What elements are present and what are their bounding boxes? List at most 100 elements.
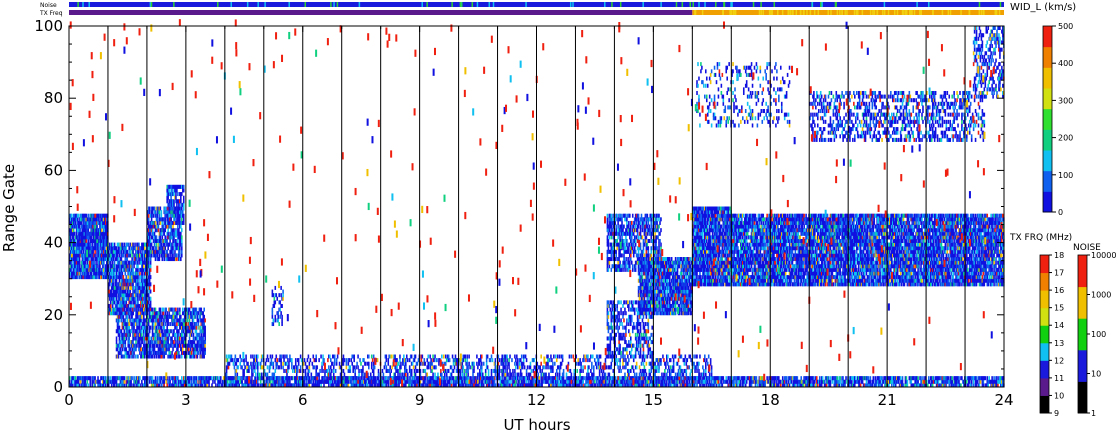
scatter-cell [655, 260, 657, 265]
scatter-cell [632, 220, 635, 225]
scatter-cell [175, 184, 177, 189]
scatter-cell [660, 307, 662, 312]
scatter-cell [623, 318, 625, 323]
scatter-cell [606, 224, 609, 229]
scatter-cell [687, 311, 690, 316]
scatter-cell [606, 249, 609, 254]
scatter-cell [112, 257, 115, 262]
scatter-cell [658, 260, 660, 265]
scatter-cell [179, 217, 181, 222]
scatter-cell [148, 257, 151, 262]
scatter-cell [639, 282, 642, 287]
scatter-cell [187, 322, 190, 327]
scatter-cell [132, 249, 134, 254]
scatter-cell [656, 228, 658, 233]
scatter-cell [609, 220, 612, 225]
scatter-cell [618, 300, 620, 305]
scatter-cell [88, 275, 91, 280]
scatter-cell [694, 260, 696, 265]
scatter-cell [166, 184, 168, 189]
scatter-cell [271, 289, 274, 294]
scatter-cell [103, 246, 105, 251]
txfreq-bar-tick [908, 10, 911, 15]
scatter-cell [656, 257, 658, 262]
scatter-cell [168, 354, 170, 359]
scatter-cell [174, 231, 176, 236]
scatter-cell [705, 238, 708, 243]
scatter-cell [128, 293, 130, 298]
scatter-cell [696, 249, 698, 254]
scatter-cell [86, 224, 89, 229]
scatter-cell [616, 303, 618, 308]
scatter-cell [622, 332, 624, 337]
scatter-cell [640, 303, 643, 308]
scatter-cell [99, 224, 101, 229]
scatter-cell [99, 213, 101, 218]
scatter-cell [612, 314, 615, 319]
scatter-cell [659, 293, 661, 298]
txfreq-bar-tick [932, 10, 934, 15]
scatter-cell [619, 264, 621, 269]
scatter-cell [688, 282, 691, 287]
scatter-cell [169, 217, 171, 222]
scatter-cell [681, 260, 684, 265]
scatter-cell [623, 249, 625, 254]
noise-bar-tick [681, 2, 684, 7]
scatter-cell [673, 307, 676, 312]
scatter-cell [197, 318, 200, 323]
scatter-cell [618, 253, 620, 258]
scatter-cell [177, 220, 179, 225]
scatter-cell [655, 224, 657, 229]
scatter-cell [662, 296, 664, 301]
scatter-cell [128, 271, 130, 276]
scatter-cell [683, 307, 686, 312]
scatter-cell [639, 285, 642, 290]
scatter-cell [180, 210, 182, 215]
scatter-cell [131, 347, 133, 352]
scatter-cell [710, 278, 713, 283]
scatter-cell [704, 257, 707, 262]
noise-bar-tick [426, 2, 428, 7]
scatter-cell [69, 213, 72, 218]
scatter-cell [131, 264, 133, 269]
scatter-cell [82, 242, 85, 247]
scatter-cell [634, 228, 637, 233]
scatter-cell [167, 217, 169, 222]
scatter-cell [672, 271, 675, 276]
scatter-cell [83, 235, 86, 240]
scatter-cell [101, 257, 103, 262]
scatter-cell [668, 300, 671, 305]
scatter-cell [103, 257, 105, 262]
scatter-cell [122, 267, 125, 272]
scatter-cell [654, 228, 656, 233]
scatter-cell [622, 314, 624, 319]
scatter-cell [709, 217, 712, 222]
scatter-cell [103, 253, 105, 258]
scatter-cell [181, 322, 183, 327]
scatter-cell [178, 253, 180, 258]
scatter-cell [97, 231, 99, 236]
scatter-cell [116, 285, 119, 290]
scatter-cell [165, 343, 167, 348]
scatter-cell [76, 217, 79, 222]
scatter-cell [198, 340, 201, 345]
scatter-cell [632, 231, 635, 236]
scatter-cell [606, 213, 609, 218]
scatter-cell [146, 300, 149, 305]
scatter-cell [96, 217, 98, 222]
scatter-cell [692, 282, 694, 287]
scatter-cell [73, 253, 76, 258]
scatter-cell [146, 257, 149, 262]
scatter-cell [101, 242, 103, 247]
scatter-cell [127, 332, 130, 337]
scatter-cell [181, 217, 183, 222]
scatter-cell [121, 354, 124, 359]
scatter-cell [649, 267, 652, 272]
scatter-cell [674, 311, 677, 316]
scatter-cell [139, 314, 141, 319]
scatter-cell [161, 322, 164, 327]
scatter-cell [178, 199, 180, 204]
scatter-cell [608, 347, 611, 352]
scatter-cell [677, 293, 680, 298]
scatter-cell [655, 282, 657, 287]
